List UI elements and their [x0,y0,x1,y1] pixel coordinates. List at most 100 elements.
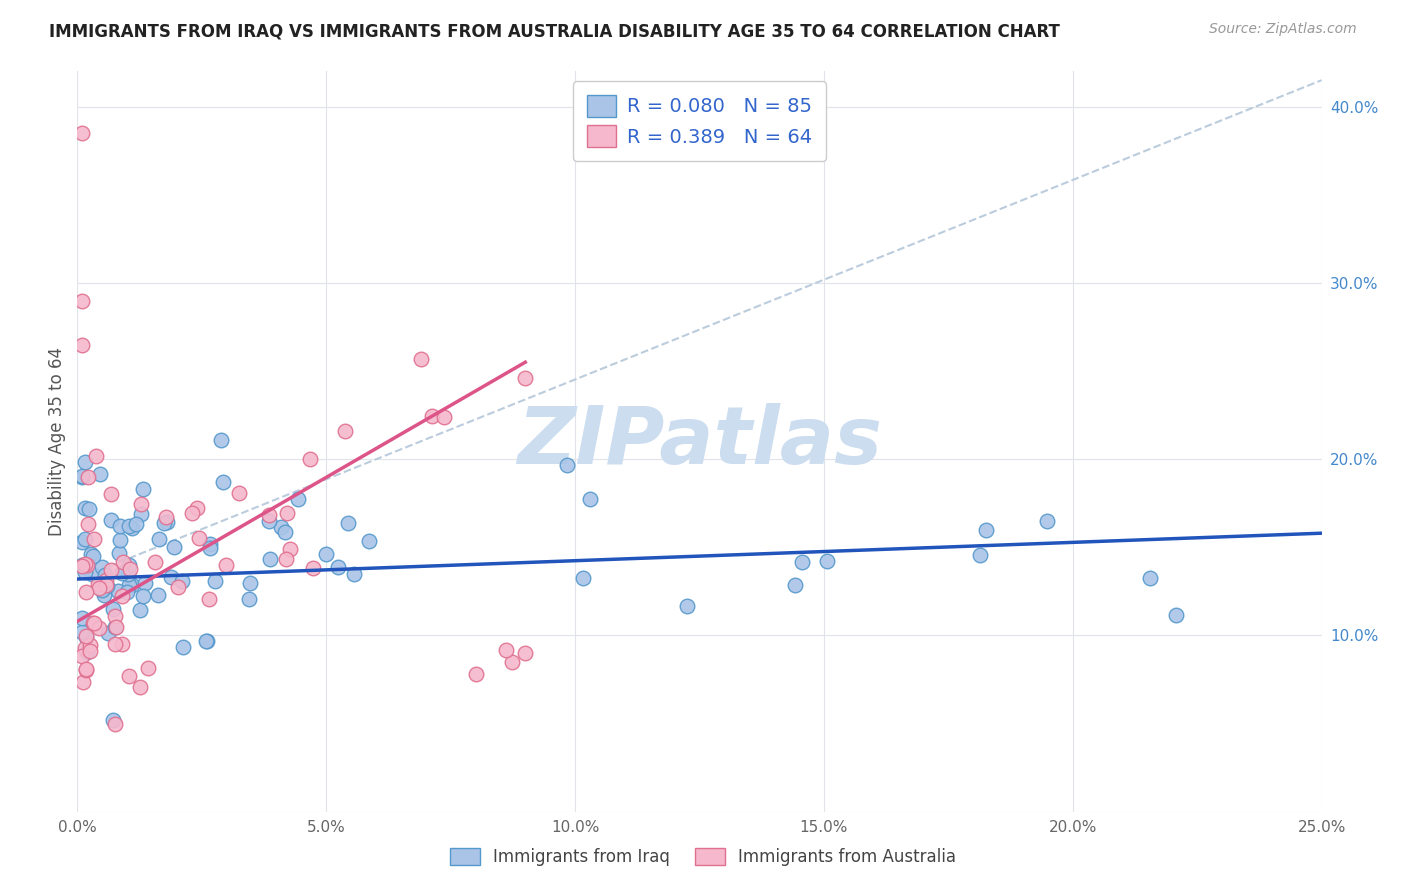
Point [495,642,517,657]
Point [195,633,218,648]
Point [148,532,170,546]
Point [108,545,131,559]
Point [572,571,595,585]
Point [783,577,806,591]
Point [132,483,155,497]
Point [72,470,94,484]
Point [87,577,110,591]
Point [153,516,176,531]
Point [100,563,122,577]
Point [131,507,153,521]
Point [103,713,125,727]
Point [194,634,217,648]
Point [76,645,98,659]
Point [513,371,536,385]
Point [155,510,177,524]
Point [1036,514,1059,528]
Point [200,537,222,551]
Point [100,513,122,527]
Point [118,519,141,533]
Point [75,661,97,675]
Text: Source: ZipAtlas.com: Source: ZipAtlas.com [1209,22,1357,37]
Point [204,574,226,589]
Point [89,622,111,636]
Point [118,558,141,572]
Point [302,560,325,574]
Point [501,655,523,669]
Point [72,535,94,549]
Point [287,491,309,506]
Point [100,487,122,501]
Point [75,585,97,599]
Point [117,567,139,582]
Point [337,516,360,530]
Point [128,680,150,694]
Point [198,591,221,606]
Point [118,562,141,576]
Point [115,585,138,599]
Point [974,524,997,538]
Point [96,625,118,640]
Point [969,548,991,562]
Point [77,516,100,531]
Legend: Immigrants from Iraq, Immigrants from Australia: Immigrants from Iraq, Immigrants from Au… [441,840,965,875]
Point [167,580,190,594]
Point [94,578,117,592]
Point [121,577,143,591]
Point [111,589,134,603]
Point [72,126,94,140]
Point [83,532,105,546]
Point [815,554,838,568]
Point [76,558,98,573]
Point [79,644,101,658]
Point [433,410,456,425]
Point [104,637,127,651]
Point [159,569,181,583]
Point [77,502,100,516]
Point [121,520,143,534]
Point [359,534,381,549]
Point [343,566,366,581]
Point [1164,607,1187,622]
Point [200,541,222,556]
Point [128,603,150,617]
Point [82,616,104,631]
Point [211,475,233,489]
Point [82,566,104,581]
Point [104,620,127,634]
Point [112,555,135,569]
Point [257,508,280,522]
Point [172,574,194,588]
Point [333,424,356,438]
Point [278,542,301,557]
Point [73,565,96,579]
Point [108,533,131,548]
Point [188,531,211,545]
Point [186,501,208,516]
Point [72,648,94,663]
Point [104,620,127,634]
Point [513,646,536,660]
Point [214,558,236,572]
Point [792,555,814,569]
Point [136,661,159,675]
Point [72,558,94,573]
Point [465,667,488,681]
Point [82,549,104,564]
Point [124,517,146,532]
Point [274,525,297,540]
Point [104,609,127,624]
Point [411,352,433,367]
Point [270,520,292,534]
Point [117,578,139,592]
Point [555,458,578,472]
Point [72,611,94,625]
Point [75,663,97,677]
Point [276,551,298,566]
Point [76,470,98,484]
Point [1139,571,1161,585]
Point [91,582,114,597]
Point [72,337,94,351]
Point [72,293,94,308]
Point [73,455,96,469]
